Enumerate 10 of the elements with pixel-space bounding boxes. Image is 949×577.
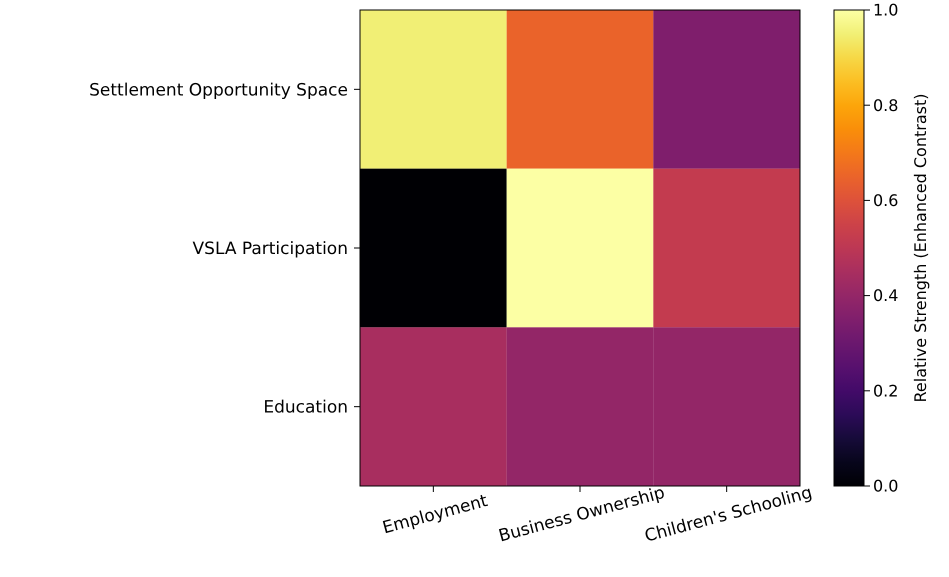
color-bar-label: 0.8 [873,96,898,115]
color-bar-label: 0.0 [873,476,898,496]
color-bar-label: 1.0 [873,0,898,20]
y-tick-label: Settlement Opportunity Space [89,80,348,100]
color-bar-label: 0.6 [873,191,898,210]
color-bar-title: Relative Strength (Enhanced Contrast) [911,94,930,402]
color-bar-label: 0.4 [873,286,898,306]
y-tick-label: VSLA Participation [192,238,348,259]
color-bar-label: 0.2 [873,381,898,400]
y-tick-label: Education [263,398,348,418]
